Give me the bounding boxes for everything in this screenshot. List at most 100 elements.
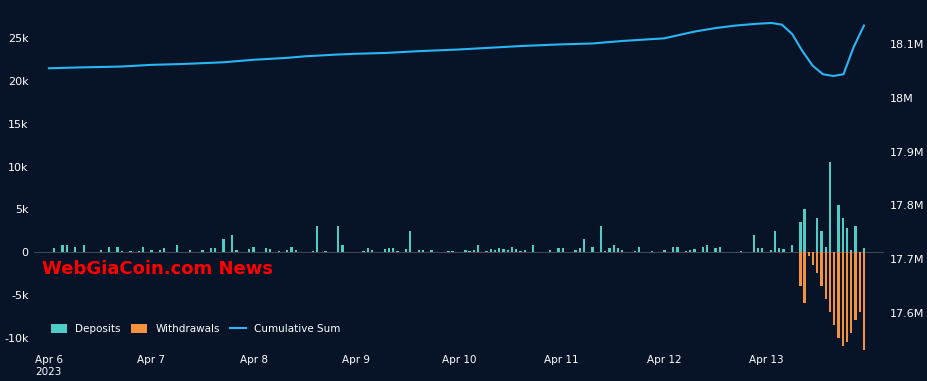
- Bar: [599, 226, 602, 252]
- Bar: [849, 250, 852, 252]
- Bar: [603, 251, 606, 252]
- Bar: [549, 250, 551, 252]
- Bar: [112, 251, 114, 252]
- Bar: [99, 250, 102, 252]
- Bar: [582, 239, 585, 252]
- Bar: [137, 251, 140, 252]
- Bar: [841, 252, 843, 346]
- Bar: [803, 252, 805, 303]
- Bar: [625, 251, 627, 252]
- Bar: [561, 248, 564, 252]
- Bar: [422, 250, 424, 252]
- Bar: [371, 250, 373, 252]
- Bar: [404, 249, 407, 252]
- Bar: [451, 251, 453, 252]
- Bar: [235, 250, 237, 252]
- Bar: [498, 248, 500, 252]
- Bar: [480, 251, 483, 252]
- Bar: [578, 248, 580, 252]
- Bar: [493, 250, 496, 252]
- Bar: [557, 248, 559, 252]
- Bar: [676, 247, 678, 252]
- Bar: [773, 231, 775, 252]
- Bar: [252, 247, 254, 252]
- Bar: [590, 247, 593, 252]
- Bar: [108, 247, 110, 252]
- Bar: [74, 247, 76, 252]
- Bar: [231, 235, 233, 252]
- Bar: [260, 251, 262, 252]
- Bar: [117, 247, 119, 252]
- Bar: [620, 250, 623, 252]
- Bar: [692, 249, 694, 252]
- Bar: [337, 226, 339, 252]
- Bar: [328, 251, 331, 252]
- Bar: [210, 248, 212, 252]
- Bar: [324, 251, 326, 252]
- Bar: [781, 249, 783, 252]
- Bar: [849, 252, 852, 333]
- Bar: [193, 251, 195, 252]
- Bar: [159, 250, 161, 252]
- Bar: [447, 251, 449, 252]
- Bar: [286, 250, 288, 252]
- Bar: [841, 218, 843, 252]
- Bar: [824, 247, 826, 252]
- Bar: [222, 239, 224, 252]
- Bar: [684, 251, 686, 252]
- Bar: [201, 250, 203, 252]
- Bar: [790, 245, 793, 252]
- Bar: [824, 252, 826, 299]
- Bar: [612, 245, 615, 252]
- Bar: [396, 251, 399, 252]
- Bar: [523, 250, 526, 252]
- Bar: [341, 245, 343, 252]
- Bar: [277, 251, 280, 252]
- Bar: [383, 249, 386, 252]
- Bar: [752, 235, 754, 252]
- Bar: [857, 252, 860, 312]
- Bar: [536, 251, 538, 252]
- Bar: [502, 249, 504, 252]
- Bar: [798, 252, 801, 286]
- Bar: [175, 245, 178, 252]
- Text: WebGiaCoin.com News: WebGiaCoin.com News: [42, 260, 273, 278]
- Bar: [315, 226, 318, 252]
- Bar: [616, 248, 618, 252]
- Bar: [358, 251, 360, 252]
- Bar: [430, 250, 432, 252]
- Bar: [608, 248, 610, 252]
- Bar: [485, 251, 488, 252]
- Bar: [828, 252, 831, 312]
- Bar: [854, 226, 856, 252]
- Bar: [506, 250, 508, 252]
- Legend: Deposits, Withdrawals, Cumulative Sum: Deposits, Withdrawals, Cumulative Sum: [47, 320, 344, 338]
- Bar: [362, 251, 364, 252]
- Bar: [803, 209, 805, 252]
- Bar: [53, 248, 55, 252]
- Bar: [819, 252, 822, 286]
- Bar: [142, 247, 144, 252]
- Bar: [269, 249, 272, 252]
- Bar: [121, 251, 123, 252]
- Bar: [844, 252, 847, 342]
- Bar: [650, 251, 653, 252]
- Bar: [510, 247, 513, 252]
- Bar: [862, 252, 864, 351]
- Bar: [464, 250, 466, 252]
- Bar: [815, 218, 818, 252]
- Bar: [552, 251, 555, 252]
- Bar: [756, 248, 758, 252]
- Bar: [366, 248, 369, 252]
- Bar: [83, 245, 84, 252]
- Bar: [519, 251, 521, 252]
- Bar: [819, 231, 822, 252]
- Bar: [387, 248, 389, 252]
- Bar: [705, 245, 707, 252]
- Bar: [717, 247, 720, 252]
- Bar: [345, 251, 348, 252]
- Bar: [701, 247, 704, 252]
- Bar: [417, 250, 419, 252]
- Bar: [811, 251, 813, 252]
- Bar: [392, 248, 394, 252]
